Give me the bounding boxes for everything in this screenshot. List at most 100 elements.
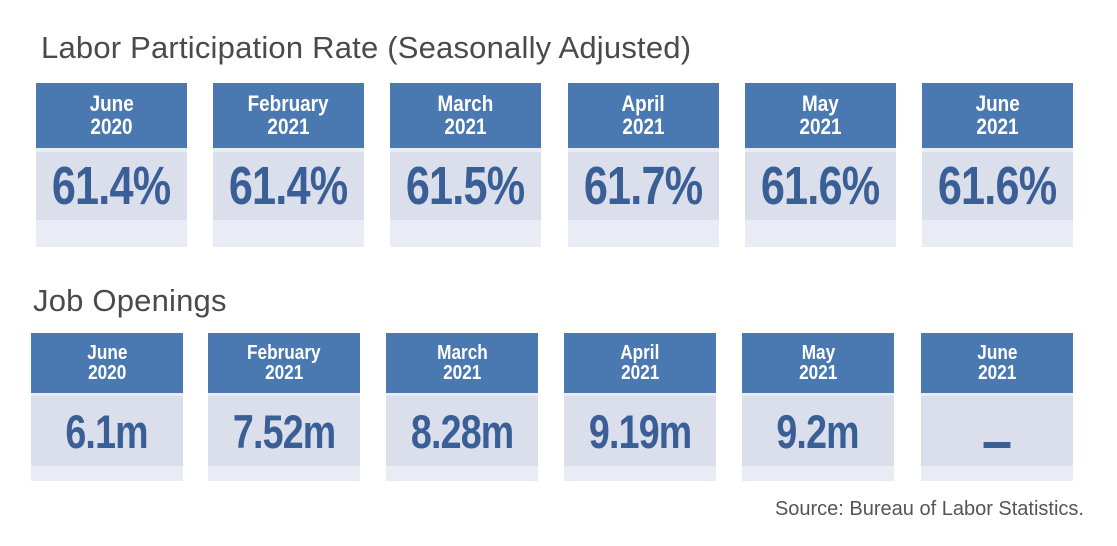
card-footer-strip [564, 466, 716, 481]
card-header: February 2021 [213, 83, 364, 148]
card-year: 2020 [87, 362, 127, 384]
lpr-card-mar-2021: March 2021 61.5% [390, 83, 541, 247]
card-value-text: 9.2m [776, 404, 860, 458]
card-year: 2020 [90, 113, 133, 139]
card-value-text: 61.6% [761, 156, 880, 216]
jo-card-june-2021: June 2021 — [921, 333, 1073, 481]
card-header: April 2021 [564, 333, 716, 393]
card-year: 2021 [977, 362, 1017, 384]
card-footer-strip [742, 466, 894, 481]
card-value-text: 7.52m [232, 404, 336, 458]
jo-card-feb-2021: February 2021 7.52m [208, 333, 360, 481]
card-value: — [921, 396, 1073, 466]
card-value: 61.6% [745, 152, 896, 220]
card-year: 2021 [267, 113, 310, 139]
card-footer-strip [745, 220, 896, 247]
card-value-text: 61.6% [938, 156, 1057, 216]
labor-participation-title: Labor Participation Rate (Seasonally Adj… [41, 30, 692, 65]
card-footer-strip [568, 220, 719, 247]
jo-card-june-2020: June 2020 6.1m [31, 333, 183, 481]
card-value-text: 61.5% [406, 156, 525, 216]
card-header: February 2021 [208, 333, 360, 393]
card-year: 2021 [799, 113, 842, 139]
card-year: 2021 [976, 113, 1019, 139]
card-separator [36, 148, 187, 152]
card-header: April 2021 [568, 83, 719, 148]
card-value-text: 61.4% [52, 156, 171, 216]
card-separator [208, 393, 360, 396]
card-value: 61.7% [568, 152, 719, 220]
card-separator [568, 148, 719, 152]
card-separator [386, 393, 538, 396]
card-year: 2021 [264, 362, 304, 384]
card-year: 2021 [798, 362, 838, 384]
card-footer-strip [390, 220, 541, 247]
card-month: February [248, 91, 329, 117]
card-separator [564, 393, 716, 396]
jo-card-mar-2021: March 2021 8.28m [386, 333, 538, 481]
jo-card-apr-2021: April 2021 9.19m [564, 333, 716, 481]
card-footer-strip [36, 220, 187, 247]
lpr-card-june-2020: June 2020 61.4% [36, 83, 187, 247]
jo-card-may-2021: May 2021 9.2m [742, 333, 894, 481]
card-value: 6.1m [31, 396, 183, 466]
card-month: June [975, 91, 1020, 117]
card-value-text: 61.7% [584, 156, 703, 216]
card-footer-strip [208, 466, 360, 481]
card-separator [31, 393, 183, 396]
card-value: 61.4% [213, 152, 364, 220]
card-month: March [437, 91, 494, 117]
card-month: April [621, 91, 666, 117]
lpr-card-june-2021: June 2021 61.6% [922, 83, 1073, 247]
card-month: June [976, 341, 1018, 364]
card-footer-strip [922, 220, 1073, 247]
card-year: 2021 [622, 113, 665, 139]
lpr-card-apr-2021: April 2021 61.7% [568, 83, 719, 247]
card-value: 61.5% [390, 152, 541, 220]
lpr-card-may-2021: May 2021 61.6% [745, 83, 896, 247]
card-value: 61.4% [36, 152, 187, 220]
card-header: May 2021 [745, 83, 896, 148]
card-header: March 2021 [390, 83, 541, 148]
card-separator [745, 148, 896, 152]
card-month: March [436, 341, 488, 364]
card-year: 2021 [620, 362, 660, 384]
card-header: June 2021 [921, 333, 1073, 393]
card-footer-strip [31, 466, 183, 481]
card-value: 8.28m [386, 396, 538, 466]
card-month: June [86, 341, 128, 364]
job-openings-title: Job Openings [33, 283, 227, 318]
card-header: June 2020 [36, 83, 187, 148]
card-separator [742, 393, 894, 396]
card-header: May 2021 [742, 333, 894, 393]
card-value-text: — [1014, 404, 1015, 405]
card-month: May [801, 341, 835, 364]
card-value-text: 8.28m [410, 404, 514, 458]
card-separator [390, 148, 541, 152]
dash-icon [983, 441, 1011, 448]
card-separator [922, 148, 1073, 152]
card-footer-strip [921, 466, 1073, 481]
card-separator [921, 393, 1073, 396]
card-value-text: 61.4% [229, 156, 348, 216]
card-month: June [89, 91, 134, 117]
lpr-card-feb-2021: February 2021 61.4% [213, 83, 364, 247]
source-note: Source: Bureau of Labor Statistics. [774, 498, 1084, 520]
card-header: June 2021 [922, 83, 1073, 148]
card-footer-strip [213, 220, 364, 247]
card-month: May [802, 91, 839, 117]
card-month: February [247, 341, 321, 364]
card-footer-strip [386, 466, 538, 481]
card-header: March 2021 [386, 333, 538, 393]
card-value: 9.2m [742, 396, 894, 466]
card-separator [213, 148, 364, 152]
card-value: 61.6% [922, 152, 1073, 220]
card-value: 7.52m [208, 396, 360, 466]
no-data-dash: — [980, 404, 1014, 459]
card-month: April [620, 341, 660, 364]
card-value-text: 9.19m [588, 404, 692, 458]
card-header: June 2020 [31, 333, 183, 393]
card-value: 9.19m [564, 396, 716, 466]
card-year: 2021 [444, 113, 487, 139]
card-value-text: 6.1m [65, 404, 149, 458]
